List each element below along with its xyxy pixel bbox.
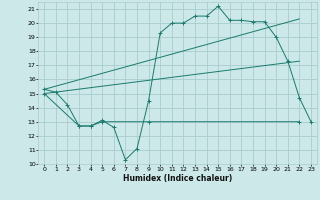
X-axis label: Humidex (Indice chaleur): Humidex (Indice chaleur) bbox=[123, 174, 232, 183]
